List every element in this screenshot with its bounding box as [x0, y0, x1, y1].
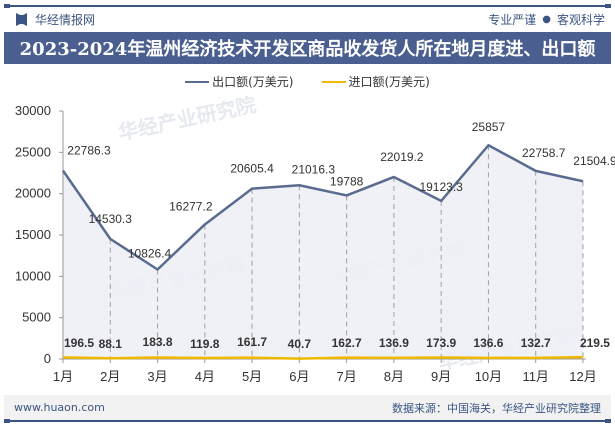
x-tick-label: 7月 [337, 369, 357, 384]
x-tick-label: 8月 [384, 369, 404, 384]
chart-title-bar: 2023-2024年温州经济技术开发区商品收发货人所在地月度进、出口额 [4, 32, 611, 64]
brand-logo-icon [16, 12, 27, 26]
y-tick-label: 20000 [15, 186, 51, 201]
y-tick-label: 15000 [15, 227, 51, 242]
brand: 华经情报网 [16, 9, 95, 29]
x-tick-label: 3月 [147, 369, 167, 384]
watermark-text: 华经产业研究院 [116, 92, 258, 145]
slogan-separator: ● [542, 13, 551, 25]
y-tick-label: 0 [44, 351, 51, 366]
import-data-label: 196.5 [64, 336, 94, 350]
chart-legend: 出口额(万美元) 进口额(万美元) [0, 73, 615, 90]
export-data-label: 21016.3 [292, 162, 336, 176]
export-data-label: 14530.3 [89, 212, 133, 226]
data-labels: 22786.3 14530.3 10826.4 16277.2 20605.4 21016… [64, 120, 615, 351]
x-tick-label: 11月 [522, 369, 549, 384]
import-data-label: 183.8 [143, 335, 173, 349]
slogan: 专业严谨 ● 客观科学 [488, 9, 605, 29]
series-lines [61, 143, 584, 360]
import-data-label: 40.7 [288, 337, 312, 351]
brand-name: 华经情报网 [35, 12, 96, 27]
import-data-label: 136.9 [379, 336, 409, 350]
export-data-label: 22019.2 [380, 150, 424, 164]
export-data-label: 21504.9 [573, 154, 615, 168]
footer-website[interactable]: www.huaon.com [14, 401, 105, 414]
slogan-left: 专业严谨 [488, 12, 537, 27]
x-tick-label: 1月 [53, 369, 73, 384]
import-data-label: 173.9 [426, 336, 456, 350]
export-line [61, 143, 584, 271]
footer-source: 数据来源：中国海关，华经产业研究院整理 [392, 401, 601, 415]
import-data-label: 162.7 [332, 336, 362, 350]
export-data-label: 25857 [472, 120, 506, 134]
y-tick-label: 25000 [15, 144, 51, 159]
export-data-label: 10826.4 [128, 247, 172, 261]
footer-bar: www.huaon.com 数据来源：中国海关，华经产业研究院整理 [4, 395, 611, 420]
import-data-label: 161.7 [237, 335, 267, 349]
legend-label-import: 进口额(万美元) [348, 75, 430, 89]
x-tick-label: 4月 [195, 369, 215, 384]
bottom-border-line [4, 419, 611, 423]
export-data-label: 22758.7 [522, 146, 566, 160]
x-tick-label: 12月 [569, 369, 596, 384]
export-data-label: 20605.4 [230, 162, 274, 176]
chart-title: 2023-2024年温州经济技术开发区商品收发货人所在地月度进、出口额 [19, 39, 596, 60]
import-data-label: 119.8 [190, 337, 220, 351]
x-tick-label: 6月 [289, 369, 309, 384]
y-tick-label: 5000 [22, 310, 51, 325]
top-border-line [4, 4, 611, 8]
export-data-label: 22786.3 [67, 144, 111, 158]
slogan-right: 客观科学 [556, 12, 605, 27]
import-data-label: 88.1 [99, 337, 123, 351]
export-area [63, 145, 583, 359]
import-data-label: 219.5 [580, 336, 610, 350]
import-data-label: 132.7 [521, 336, 551, 350]
export-data-label: 16277.2 [169, 199, 213, 213]
y-tick-label: 10000 [15, 268, 51, 283]
x-tick-label: 5月 [242, 369, 262, 384]
x-tick-label: 9月 [431, 369, 451, 384]
x-tick-label: 2月 [100, 369, 120, 384]
legend-swatch-export [185, 80, 210, 83]
legend-item-export[interactable]: 出口额(万美元) [185, 73, 294, 90]
legend-swatch-import [321, 80, 346, 83]
x-tick-label: 10月 [475, 369, 502, 384]
export-data-label: 19123.3 [419, 180, 463, 194]
import-data-label: 136.6 [473, 336, 503, 350]
line-chart: 华经产业研究院华经产业研究院华经产业研究院华经产业研究院 05000100001… [15, 92, 615, 384]
legend-item-import[interactable]: 进口额(万美元) [321, 73, 430, 90]
export-data-label: 19788 [330, 174, 364, 188]
export-area-fill [63, 145, 583, 359]
y-tick-label: 30000 [15, 103, 51, 118]
import-line [62, 355, 583, 360]
legend-label-export: 出口额(万美元) [212, 75, 294, 89]
